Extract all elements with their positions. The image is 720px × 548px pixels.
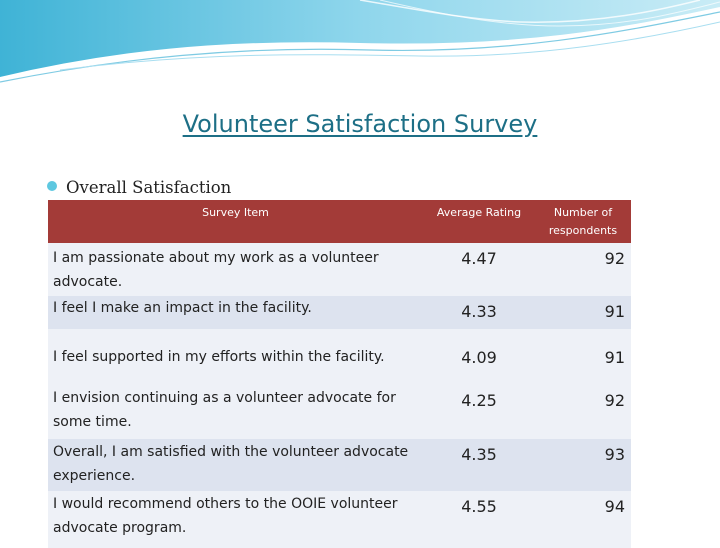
respondents-cell: 93 xyxy=(535,439,631,491)
table-header-row: Survey Item Average Rating Number of res… xyxy=(48,200,631,243)
average-rating-cell: 4.55 xyxy=(423,491,535,548)
survey-item-cell: Overall, I am satisfied with the volunte… xyxy=(48,439,423,491)
bullet-icon xyxy=(47,181,57,191)
respondents-cell: 91 xyxy=(535,329,631,385)
decorative-wave-banner xyxy=(0,0,720,83)
header-average-rating: Average Rating xyxy=(423,200,535,243)
survey-item-cell: I feel supported in my efforts within th… xyxy=(48,329,423,385)
average-rating-cell: 4.47 xyxy=(423,243,535,296)
survey-item-cell: I feel I make an impact in the facility. xyxy=(48,296,423,329)
survey-item-cell: I envision continuing as a volunteer adv… xyxy=(48,385,423,439)
slide-title: Volunteer Satisfaction Survey xyxy=(182,110,538,138)
respondents-cell: 94 xyxy=(535,491,631,548)
table-row: I feel supported in my efforts within th… xyxy=(48,329,631,385)
average-rating-cell: 4.09 xyxy=(423,329,535,385)
average-rating-cell: 4.25 xyxy=(423,385,535,439)
survey-item-cell: I am passionate about my work as a volun… xyxy=(48,243,423,296)
table-row: I feel I make an impact in the facility.… xyxy=(48,296,631,329)
respondents-cell: 91 xyxy=(535,296,631,329)
respondents-cell: 92 xyxy=(535,385,631,439)
table-row: I would recommend others to the OOIE vol… xyxy=(48,491,631,548)
table-row: I envision continuing as a volunteer adv… xyxy=(48,385,631,439)
respondents-cell: 92 xyxy=(535,243,631,296)
survey-results-table: Survey Item Average Rating Number of res… xyxy=(48,200,631,548)
header-survey-item: Survey Item xyxy=(48,200,423,243)
survey-item-cell: I would recommend others to the OOIE vol… xyxy=(48,491,423,548)
table-row: I am passionate about my work as a volun… xyxy=(48,243,631,296)
header-respondents: Number of respondents xyxy=(535,200,631,243)
average-rating-cell: 4.35 xyxy=(423,439,535,491)
average-rating-cell: 4.33 xyxy=(423,296,535,329)
table-row: Overall, I am satisfied with the volunte… xyxy=(48,439,631,491)
section-heading: Overall Satisfaction xyxy=(66,178,232,197)
